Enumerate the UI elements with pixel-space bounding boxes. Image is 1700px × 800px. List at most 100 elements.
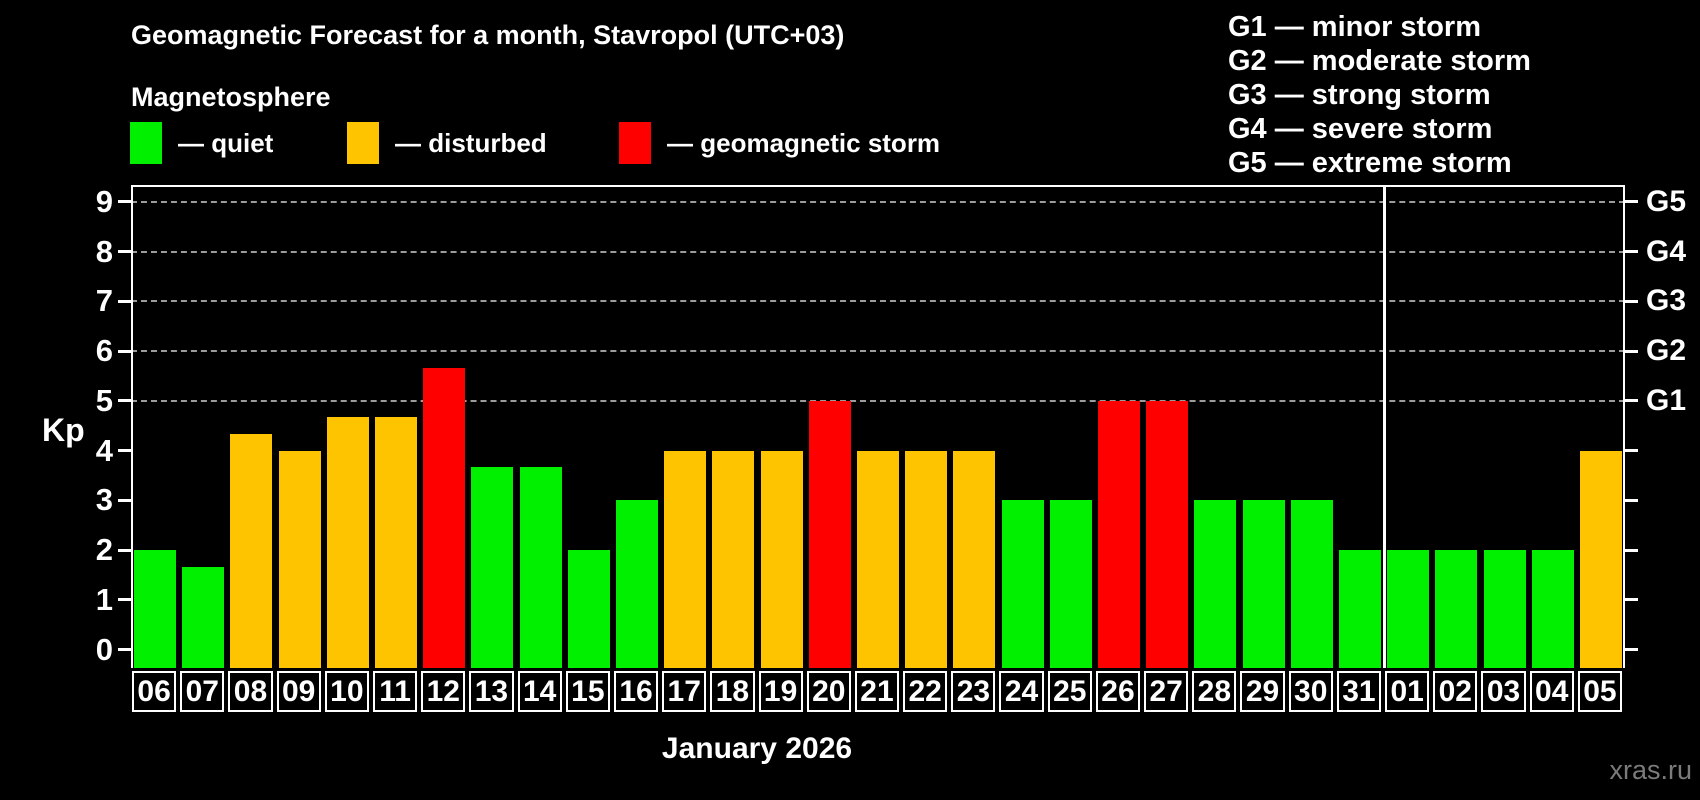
plot-frame xyxy=(131,185,1625,668)
watermark: xras.ru xyxy=(1609,755,1692,785)
day-label-27: 27 xyxy=(1144,671,1189,712)
right-axis-label-g4: G4 xyxy=(1646,234,1687,268)
storm-color-swatch xyxy=(619,122,651,164)
gridline-kp5 xyxy=(131,399,1625,402)
day-label-02: 02 xyxy=(1433,671,1478,712)
day-label-15: 15 xyxy=(565,671,610,712)
right-axis-label-g3: G3 xyxy=(1646,284,1687,318)
y-tick-right-0 xyxy=(1625,648,1638,652)
day-label-11: 11 xyxy=(372,671,418,712)
x-axis-month-label: January 2026 xyxy=(661,732,853,765)
y-tick-label-0: 0 xyxy=(95,631,113,667)
y-tick-right-2 xyxy=(1625,548,1638,552)
right-axis-label-g1: G1 xyxy=(1646,383,1687,417)
bar-day-19 xyxy=(760,450,803,668)
bar-day-28 xyxy=(1194,500,1237,668)
bar-day-12 xyxy=(423,367,466,668)
storm-scale-g3: G3 — strong storm xyxy=(1228,79,1491,111)
legend-item-disturbed: — disturbed xyxy=(347,121,547,165)
bar-day-22 xyxy=(905,450,948,668)
bar-day-31 xyxy=(1338,550,1381,668)
y-tick-label-9: 9 xyxy=(95,183,113,219)
month-separator-line xyxy=(1382,185,1386,668)
day-label-08: 08 xyxy=(228,671,273,712)
y-tick-right-4 xyxy=(1625,449,1638,453)
bar-day-23 xyxy=(953,450,996,668)
y-tick-right-3 xyxy=(1625,498,1638,502)
gridline-kp9 xyxy=(131,200,1625,203)
day-label-28: 28 xyxy=(1192,671,1237,712)
day-label-20: 20 xyxy=(806,671,851,712)
y-tick-label-4: 4 xyxy=(95,432,113,468)
day-label-25: 25 xyxy=(1047,671,1092,712)
day-label-31: 31 xyxy=(1336,671,1382,712)
y-tick-label-1: 1 xyxy=(95,581,113,617)
bar-day-15 xyxy=(567,550,610,668)
bar-day-07 xyxy=(182,566,225,668)
bar-day-11 xyxy=(375,417,418,668)
bar-day-05 xyxy=(1579,450,1622,668)
right-axis-label-g2: G2 xyxy=(1646,334,1687,368)
day-label-01: 01 xyxy=(1385,671,1430,712)
bar-day-04 xyxy=(1531,550,1574,668)
storm-scale-g2: G2 — moderate storm xyxy=(1228,45,1531,77)
bar-day-25 xyxy=(1049,500,1092,668)
y-tick-left-6 xyxy=(118,349,131,353)
y-axis-label: Kp xyxy=(42,412,85,448)
y-tick-left-1 xyxy=(118,598,131,602)
storm-scale-g1: G1 — minor storm xyxy=(1228,11,1481,43)
legend-label-quiet: — quiet xyxy=(178,127,274,158)
y-tick-left-0 xyxy=(118,648,131,652)
y-tick-right-6 xyxy=(1625,349,1638,353)
day-label-21: 21 xyxy=(854,671,900,712)
day-label-23: 23 xyxy=(951,671,996,712)
y-tick-left-9 xyxy=(118,200,131,204)
day-label-06: 06 xyxy=(132,671,177,712)
y-tick-label-7: 7 xyxy=(95,283,113,319)
day-label-30: 30 xyxy=(1288,671,1333,712)
legend-label-storm: — geomagnetic storm xyxy=(667,127,941,158)
bar-day-13 xyxy=(471,467,514,668)
y-tick-label-2: 2 xyxy=(95,532,113,568)
y-tick-left-3 xyxy=(118,498,131,502)
day-label-24: 24 xyxy=(999,671,1044,712)
y-tick-left-7 xyxy=(118,299,131,303)
day-label-10: 10 xyxy=(324,671,369,712)
y-tick-left-8 xyxy=(118,250,131,254)
day-label-18: 18 xyxy=(710,671,755,712)
day-label-12: 12 xyxy=(421,671,466,712)
bar-day-14 xyxy=(519,467,562,668)
gridline-kp8 xyxy=(131,250,1625,253)
day-label-29: 29 xyxy=(1240,671,1285,712)
bar-day-29 xyxy=(1242,500,1285,668)
bar-day-16 xyxy=(616,500,659,668)
y-tick-right-1 xyxy=(1625,598,1638,602)
y-tick-right-8 xyxy=(1625,250,1638,254)
right-axis-label-g5: G5 xyxy=(1646,184,1687,218)
bar-day-06 xyxy=(134,550,177,668)
day-label-03: 03 xyxy=(1481,671,1526,712)
gridline-kp7 xyxy=(131,300,1625,303)
bar-day-18 xyxy=(712,450,755,668)
y-tick-right-7 xyxy=(1625,299,1638,303)
y-tick-right-9 xyxy=(1625,200,1638,204)
storm-scale-legend: G1 — minor storm G2 — moderate storm G3 … xyxy=(1228,10,1531,180)
bar-day-09 xyxy=(278,450,321,668)
bar-day-21 xyxy=(857,450,899,668)
y-tick-left-5 xyxy=(118,399,131,403)
y-tick-label-6: 6 xyxy=(95,333,113,369)
bar-day-20 xyxy=(808,400,851,668)
legend-label-disturbed: — disturbed xyxy=(395,127,547,158)
day-label-22: 22 xyxy=(903,671,948,712)
day-label-19: 19 xyxy=(758,671,803,712)
legend-item-storm: — geomagnetic storm xyxy=(619,121,940,165)
bar-day-01 xyxy=(1387,550,1430,668)
y-tick-label-5: 5 xyxy=(95,382,113,418)
day-label-07: 07 xyxy=(180,671,225,712)
bar-day-10 xyxy=(326,417,369,668)
bar-day-08 xyxy=(230,434,273,668)
chart-title: Geomagnetic Forecast for a month, Stavro… xyxy=(131,20,845,50)
y-tick-right-5 xyxy=(1625,399,1638,403)
legend-item-quiet: — quiet xyxy=(130,121,273,165)
